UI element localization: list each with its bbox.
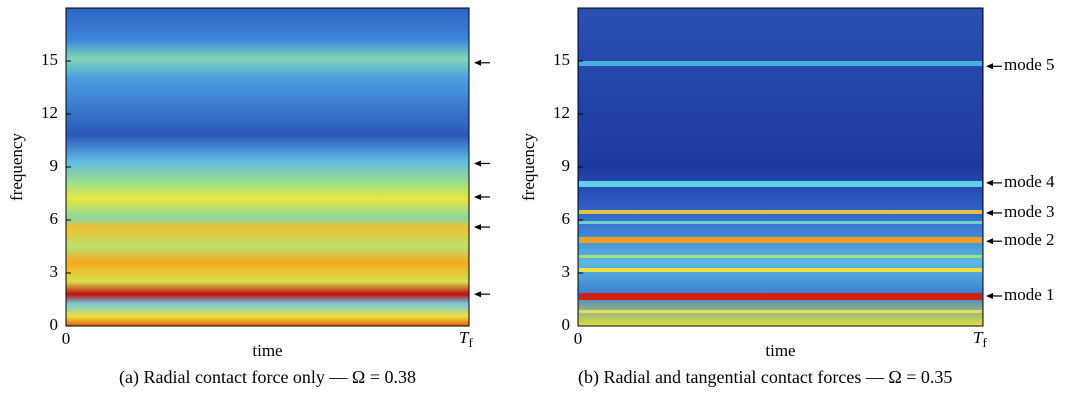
- arrow-head: [986, 238, 993, 245]
- x-start-label: 0: [62, 329, 71, 348]
- mode-label: mode 5: [1004, 55, 1055, 74]
- y-tick-label: 12: [41, 103, 58, 122]
- x-end-sub: f: [468, 335, 473, 350]
- arrow-head: [986, 209, 993, 216]
- x-end-sub: f: [982, 335, 987, 350]
- x-end-label: Tf: [459, 328, 473, 350]
- arrow-head: [474, 194, 481, 201]
- bands-b: [579, 61, 982, 313]
- arrow-head: [986, 179, 993, 186]
- y-tick-label: 9: [50, 156, 59, 175]
- figure: 0 3 6 9 12 15 frequency time 0 Tf 0 3 6 9 12 15 frequenc…: [7, 7, 1055, 360]
- y-tick-label: 0: [562, 315, 571, 334]
- arrow-head: [986, 63, 993, 70]
- y-tick-label: 6: [562, 209, 571, 228]
- y-tick-label: 3: [50, 262, 59, 281]
- x-end-main: T: [973, 328, 984, 347]
- y-tick-label: 15: [41, 50, 58, 69]
- x-axis-label: time: [252, 341, 282, 360]
- mode-label: mode 3: [1004, 202, 1055, 221]
- caption-b: (b) Radial and tangential contact forces…: [578, 367, 953, 387]
- x-end-main: T: [459, 328, 470, 347]
- arrow-head: [474, 291, 481, 298]
- y-tick-label: 3: [562, 262, 571, 281]
- y-tick-label: 6: [50, 209, 59, 228]
- caption-a: (a) Radial contact force only — Ω = 0.38: [119, 367, 416, 387]
- spectrogram-b: [577, 7, 984, 327]
- mode-label: mode 4: [1004, 172, 1055, 191]
- y-tick-label: 9: [562, 156, 571, 175]
- arrow-head: [474, 224, 481, 231]
- x-axis-label: time: [765, 341, 795, 360]
- spectrogram-a: [65, 7, 470, 327]
- y-axis-label: frequency: [519, 133, 538, 201]
- arrow-head: [474, 59, 481, 66]
- y-axis-label: frequency: [7, 133, 26, 201]
- y-tick-label: 15: [553, 50, 570, 69]
- x-end-label: Tf: [973, 328, 987, 350]
- y-tick-label: 12: [553, 103, 570, 122]
- arrow-head: [986, 292, 993, 299]
- x-start-label: 0: [574, 329, 583, 348]
- mode-label: mode 2: [1004, 230, 1055, 249]
- arrow-head: [474, 160, 481, 167]
- mode-label: mode 1: [1004, 285, 1055, 304]
- y-tick-label: 0: [50, 315, 59, 334]
